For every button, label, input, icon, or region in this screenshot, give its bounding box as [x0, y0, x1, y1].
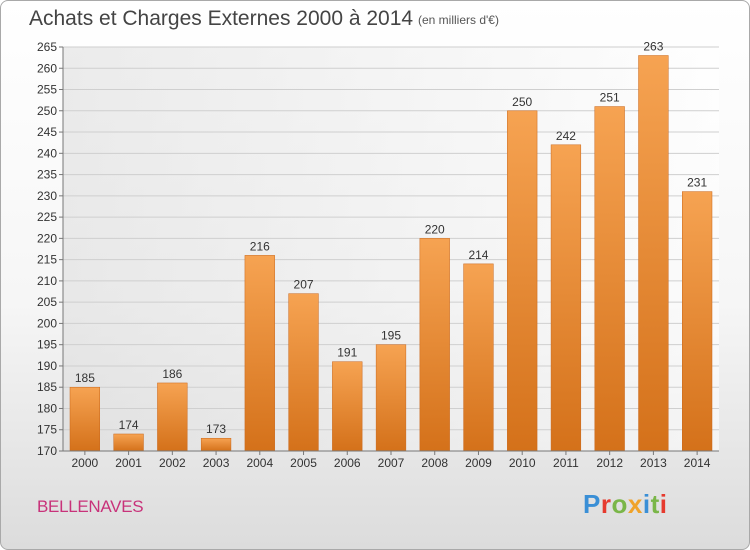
data-label: 242	[556, 129, 576, 143]
logo-letter: i	[659, 489, 668, 519]
y-tick-label: 240	[37, 146, 57, 160]
data-label: 195	[381, 329, 401, 343]
bar	[507, 110, 538, 452]
x-tick-label: 2001	[115, 456, 142, 470]
bar	[200, 437, 232, 452]
x-tick-label: 2005	[290, 456, 317, 470]
y-tick-label: 220	[37, 231, 57, 245]
bar	[157, 382, 188, 452]
data-label: 174	[119, 418, 139, 432]
x-tick-label: 2014	[684, 456, 711, 470]
logo-letter: o	[611, 489, 628, 519]
data-label: 220	[425, 222, 445, 236]
data-label: 250	[512, 95, 532, 109]
y-tick-label: 210	[37, 274, 57, 288]
place-name: BELLENAVES	[37, 497, 144, 516]
x-tick-label: 2010	[509, 456, 536, 470]
x-tick-label: 2008	[421, 456, 448, 470]
x-tick-label: 2006	[334, 456, 361, 470]
y-tick-label: 230	[37, 189, 57, 203]
x-tick-label: 2007	[378, 456, 405, 470]
x-tick-label: 2011	[553, 456, 579, 470]
y-tick-label: 190	[37, 359, 57, 373]
x-tick-label: 2000	[72, 456, 99, 470]
data-label: 231	[687, 176, 707, 190]
logo-letter: t	[650, 489, 660, 519]
y-tick-label: 255	[37, 83, 57, 97]
bar	[244, 255, 275, 452]
data-label: 216	[250, 239, 270, 253]
y-tick-label: 185	[37, 380, 57, 394]
x-tick-label: 2012	[596, 456, 623, 470]
y-tick-label: 215	[37, 253, 57, 267]
bar	[550, 144, 582, 452]
data-label: 251	[600, 91, 620, 105]
bar	[638, 55, 669, 452]
logo-letter: i	[642, 489, 651, 519]
bar	[288, 293, 319, 452]
bar	[682, 191, 713, 452]
logo-letter: x	[627, 489, 643, 519]
data-label: 214	[468, 248, 488, 262]
y-tick-label: 250	[37, 104, 57, 118]
y-tick-label: 195	[37, 338, 57, 352]
bar	[594, 106, 625, 452]
axes: 170 175 180 185 190 195 200 205 210 215 220 225 230 2…	[37, 40, 719, 470]
x-tick-label: 2009	[465, 456, 492, 470]
proxiti-logo: Proxiti	[583, 489, 667, 520]
x-tick-label: 2013	[640, 456, 667, 470]
chart-title: Achats et Charges Externes 2000 à 2014	[29, 7, 414, 30]
x-tick-label: 2003	[203, 456, 230, 470]
data-label: 263	[643, 40, 663, 54]
bar	[419, 238, 450, 452]
bar	[375, 344, 407, 452]
bar	[113, 433, 144, 452]
y-tick-label: 265	[37, 40, 57, 54]
bar	[69, 386, 100, 452]
y-tick-label: 200	[37, 316, 57, 330]
bar	[463, 263, 494, 452]
chart-unit: (en milliers d'€)	[418, 13, 499, 27]
data-label: 191	[337, 346, 357, 360]
y-tick-label: 175	[37, 423, 57, 437]
y-tick-label: 180	[37, 401, 57, 415]
bars: 185 174 186 173 216 207 191 195 220 214 250 242 251 2…	[69, 40, 713, 452]
data-label: 207	[294, 278, 314, 292]
y-tick-label: 245	[37, 125, 57, 139]
x-tick-label: 2002	[159, 456, 186, 470]
data-label: 185	[75, 371, 95, 385]
y-tick-label: 225	[37, 210, 57, 224]
logo-letter: P	[583, 489, 601, 519]
data-label: 186	[162, 367, 182, 381]
bar	[332, 361, 363, 452]
y-tick-label: 170	[37, 444, 57, 458]
data-label: 173	[206, 422, 226, 436]
x-tick-label: 2004	[246, 456, 273, 470]
y-tick-label: 260	[37, 61, 57, 75]
y-tick-label: 205	[37, 295, 57, 309]
y-tick-label: 235	[37, 168, 57, 182]
logo-letter: r	[600, 489, 612, 519]
